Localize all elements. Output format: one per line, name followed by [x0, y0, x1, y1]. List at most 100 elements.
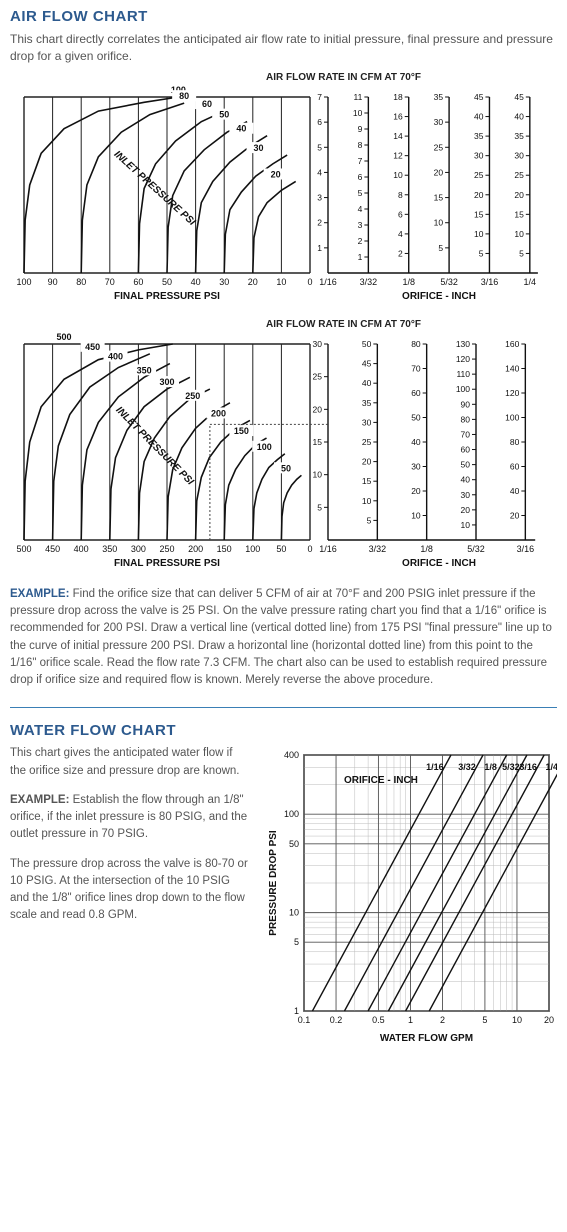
svg-text:300: 300: [159, 377, 174, 387]
svg-text:60: 60: [411, 388, 421, 398]
svg-text:10: 10: [362, 496, 372, 506]
svg-text:350: 350: [102, 544, 117, 554]
svg-text:11: 11: [354, 92, 363, 102]
svg-text:1/8: 1/8: [484, 763, 497, 773]
svg-text:130: 130: [456, 339, 470, 349]
svg-text:10: 10: [512, 1015, 522, 1025]
svg-text:ORIFICE - INCH: ORIFICE - INCH: [344, 775, 418, 786]
svg-text:20: 20: [248, 277, 258, 287]
svg-text:3/16: 3/16: [519, 763, 537, 773]
svg-text:20: 20: [362, 456, 372, 466]
svg-text:5: 5: [294, 938, 299, 948]
svg-text:3/16: 3/16: [481, 277, 499, 287]
svg-text:15: 15: [514, 209, 524, 219]
svg-text:8: 8: [358, 140, 363, 150]
svg-text:400: 400: [74, 544, 89, 554]
svg-text:2: 2: [358, 236, 363, 246]
svg-text:20: 20: [411, 486, 421, 496]
svg-text:90: 90: [48, 277, 58, 287]
svg-text:2: 2: [440, 1015, 445, 1025]
svg-text:100: 100: [284, 810, 299, 820]
svg-text:60: 60: [461, 444, 471, 454]
svg-text:3/16: 3/16: [517, 544, 535, 554]
example-label: EXAMPLE:: [10, 588, 69, 600]
svg-text:7: 7: [358, 156, 363, 166]
svg-text:10: 10: [411, 510, 421, 520]
svg-text:5/32: 5/32: [502, 763, 520, 773]
svg-text:1/4: 1/4: [545, 763, 557, 773]
svg-text:4: 4: [398, 229, 403, 239]
svg-text:12: 12: [393, 150, 403, 160]
svg-text:40: 40: [461, 474, 471, 484]
svg-text:5: 5: [438, 243, 443, 253]
svg-text:20: 20: [474, 190, 484, 200]
svg-text:40: 40: [411, 437, 421, 447]
svg-text:0.1: 0.1: [298, 1015, 311, 1025]
svg-text:3/32: 3/32: [360, 277, 378, 287]
svg-text:40: 40: [236, 124, 246, 134]
svg-text:70: 70: [461, 429, 471, 439]
svg-text:50: 50: [289, 839, 299, 849]
svg-text:100: 100: [505, 412, 519, 422]
svg-text:10: 10: [474, 229, 484, 239]
svg-text:0.2: 0.2: [330, 1015, 343, 1025]
svg-text:250: 250: [185, 391, 200, 401]
svg-text:80: 80: [461, 414, 471, 424]
svg-text:5: 5: [479, 248, 484, 258]
svg-text:40: 40: [474, 111, 484, 121]
svg-text:ORIFICE - INCH: ORIFICE - INCH: [402, 558, 476, 569]
svg-text:50: 50: [162, 277, 172, 287]
svg-text:500: 500: [57, 332, 72, 342]
svg-text:2: 2: [317, 217, 322, 227]
svg-text:20: 20: [544, 1015, 554, 1025]
air-example-text: Find the orifice size that can deliver 5…: [10, 588, 552, 686]
svg-text:100: 100: [456, 384, 470, 394]
svg-text:40: 40: [510, 486, 520, 496]
air-example: EXAMPLE: Find the orifice size that can …: [10, 586, 557, 690]
svg-text:110: 110: [456, 369, 470, 379]
svg-text:10: 10: [393, 170, 403, 180]
svg-text:450: 450: [85, 342, 100, 352]
svg-text:30: 30: [474, 150, 484, 160]
svg-text:70: 70: [411, 363, 421, 373]
svg-text:150: 150: [217, 544, 232, 554]
air-intro: This chart directly correlates the antic…: [10, 31, 557, 66]
svg-text:300: 300: [131, 544, 146, 554]
svg-text:450: 450: [45, 544, 60, 554]
svg-text:400: 400: [108, 351, 123, 361]
svg-text:ORIFICE - INCH: ORIFICE - INCH: [402, 291, 476, 302]
water-intro: This chart gives the anticipated water f…: [10, 745, 250, 780]
svg-text:30: 30: [411, 461, 421, 471]
svg-text:1/16: 1/16: [426, 763, 444, 773]
svg-text:50: 50: [461, 459, 471, 469]
svg-text:30: 30: [219, 277, 229, 287]
svg-text:80: 80: [411, 339, 421, 349]
svg-text:WATER FLOW GPM: WATER FLOW GPM: [380, 1033, 473, 1044]
svg-text:35: 35: [474, 131, 484, 141]
svg-text:4: 4: [358, 204, 363, 214]
svg-text:500: 500: [16, 544, 31, 554]
svg-text:16: 16: [393, 111, 403, 121]
svg-text:10: 10: [434, 217, 444, 227]
svg-text:1: 1: [408, 1015, 413, 1025]
svg-text:45: 45: [362, 358, 372, 368]
svg-text:10: 10: [289, 908, 299, 918]
svg-text:0: 0: [307, 277, 312, 287]
svg-text:3/32: 3/32: [458, 763, 476, 773]
svg-text:45: 45: [514, 92, 524, 102]
svg-text:6: 6: [317, 117, 322, 127]
svg-text:10: 10: [353, 108, 363, 118]
svg-text:250: 250: [159, 544, 174, 554]
svg-text:35: 35: [514, 131, 524, 141]
svg-text:140: 140: [505, 363, 519, 373]
svg-text:20: 20: [510, 510, 520, 520]
svg-text:PRESSURE DROP PSI: PRESSURE DROP PSI: [268, 830, 279, 936]
svg-text:3/32: 3/32: [369, 544, 387, 554]
svg-text:6: 6: [358, 172, 363, 182]
svg-text:80: 80: [510, 437, 520, 447]
svg-text:10: 10: [461, 520, 471, 530]
water-flow-section: WATER FLOW CHART This chart gives the an…: [10, 722, 557, 1050]
svg-text:1/16: 1/16: [319, 277, 337, 287]
air-chart1-svg: 1009080706050403020100FINAL PRESSURE PSI…: [10, 85, 557, 305]
svg-text:FINAL PRESSURE PSI: FINAL PRESSURE PSI: [114, 558, 220, 569]
